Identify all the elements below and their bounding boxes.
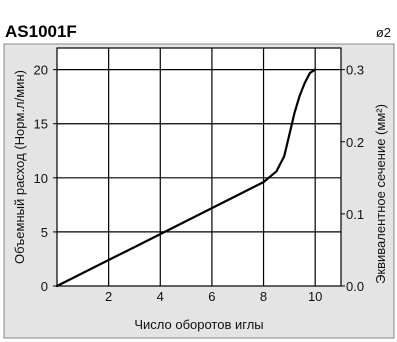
y-axis-label-left: Объемный расход (Норм.л/мин) — [12, 70, 27, 264]
y-right-tick-label: 0.1 — [346, 207, 364, 222]
y-right-tick-label: 0.0 — [346, 279, 364, 294]
y-axis-label-right: Эквивалентное сечение (мм²) — [373, 104, 388, 284]
x-tick-label: 6 — [208, 289, 215, 304]
y-left-tick-label: 0 — [41, 279, 48, 294]
x-tick-label: 2 — [105, 289, 112, 304]
x-axis-label: Число оборотов иглы — [134, 317, 263, 332]
y-right-tick-label: 0.3 — [346, 63, 364, 78]
x-tick-label: 8 — [260, 289, 267, 304]
diameter-badge: ø2 — [376, 25, 391, 40]
chart-title: AS1001F — [5, 22, 77, 41]
x-tick-label: 10 — [308, 289, 322, 304]
plot-area — [57, 48, 341, 286]
plot-border — [56, 47, 342, 287]
ticks: 2 4 6 8 10 0 5 10 15 20 0.0 0.1 0.2 0.3 — [34, 63, 365, 304]
y-left-tick-label: 10 — [34, 171, 48, 186]
y-right-tick-label: 0.2 — [346, 135, 364, 150]
y-left-tick-label: 15 — [34, 117, 48, 132]
y-left-tick-label: 20 — [34, 63, 48, 78]
x-tick-label: 4 — [157, 289, 164, 304]
series — [55, 68, 317, 288]
flow-curve-line — [55, 68, 317, 288]
y-left-tick-label: 5 — [41, 225, 48, 240]
grid — [57, 48, 341, 286]
